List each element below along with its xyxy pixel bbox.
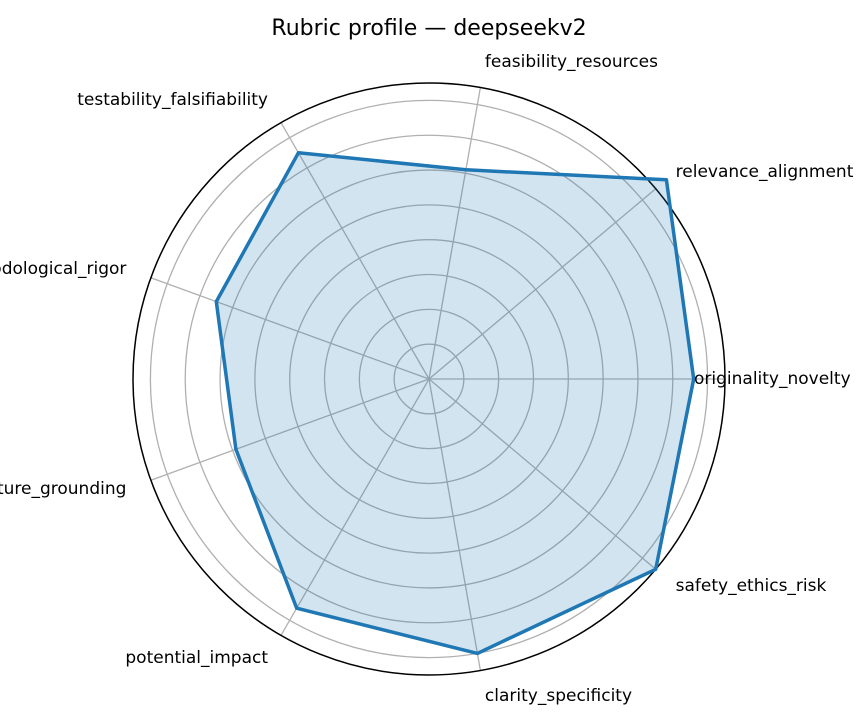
axis-label-testability_falsifiability: testability_falsifiability	[77, 90, 268, 110]
chart-title: Rubric profile — deepseekv2	[271, 16, 586, 41]
spoke-testability_falsifiability	[280, 122, 430, 380]
series-fill	[216, 152, 694, 654]
axis-label-feasibility_resources: feasibility_resources	[485, 52, 658, 72]
axis-label-safety_ethics_risk: safety_ethics_risk	[676, 576, 827, 596]
axis-label-relevance_alignment: relevance_alignment	[676, 162, 854, 182]
axis-label-clarity_specificity: clarity_specificity	[485, 686, 632, 706]
spoke-safety_ethics_risk	[428, 378, 657, 570]
polar-frame	[132, 82, 726, 676]
axis-labels: originality_novelty relevance_alignment fe…	[0, 52, 854, 706]
axis-label-potential_impact: potential_impact	[125, 648, 268, 668]
axis-label-literature_grounding: literature_grounding	[0, 479, 126, 499]
spoke-literature_grounding	[150, 378, 430, 481]
spoke-relevance_alignment	[428, 188, 657, 380]
radar-series	[214, 151, 696, 656]
spoke-feasibility_resources	[428, 87, 482, 380]
series-line	[214, 151, 696, 656]
radar-grid	[132, 82, 726, 676]
spoke-potential_impact	[280, 378, 430, 636]
spoke-methodological_rigor	[150, 277, 430, 380]
spoke-clarity_specificity	[428, 378, 482, 671]
axis-label-originality_novelty: originality_novelty	[694, 369, 851, 389]
axis-label-methodological_rigor: methodological_rigor	[0, 259, 126, 279]
